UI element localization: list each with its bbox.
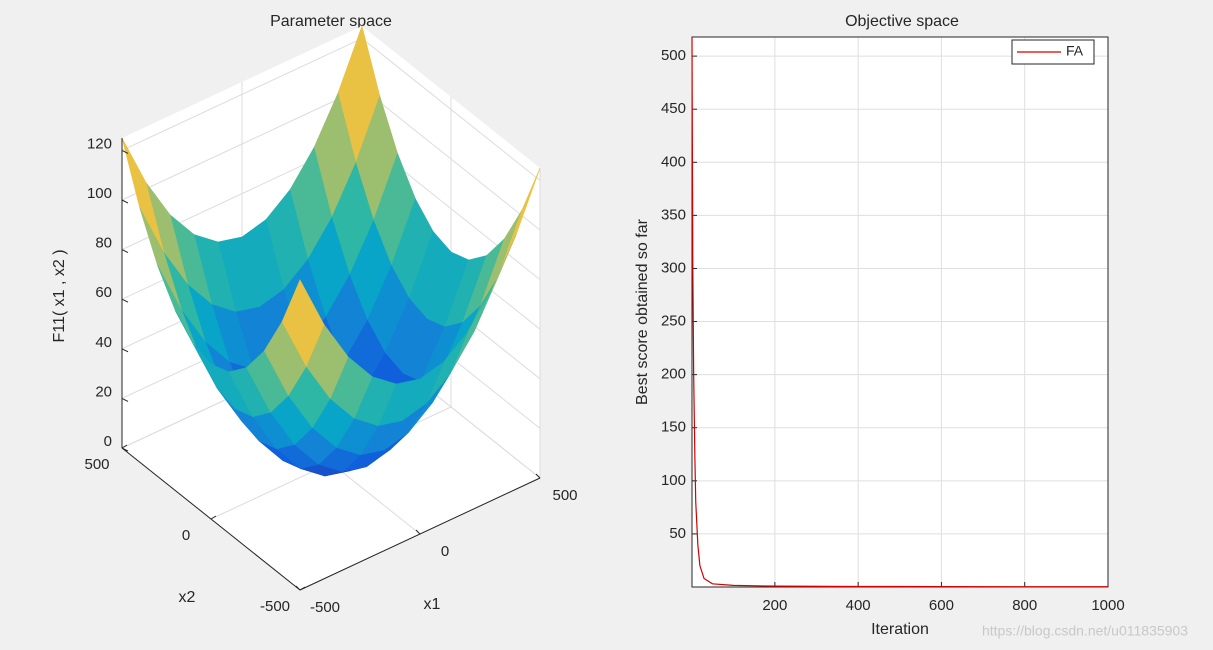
tick-mark	[121, 199, 129, 204]
tick-mark	[415, 529, 421, 535]
tick-mark	[121, 444, 128, 449]
y-axis-label: Best score obtained so far	[634, 218, 651, 405]
right-title: Objective space	[845, 13, 959, 30]
y-tick-label: 450	[661, 100, 686, 117]
x-tick-label: 200	[762, 597, 787, 614]
z-tick-label: 80	[95, 235, 112, 252]
y-tick-label: 150	[661, 419, 686, 436]
tick-mark	[121, 447, 129, 452]
y-tick-label: 250	[661, 313, 686, 330]
y-tick-label: 500	[661, 47, 686, 64]
x-tick-label: 400	[846, 597, 871, 614]
tick-mark	[121, 249, 129, 254]
tick-mark	[295, 585, 301, 591]
tick-mark	[121, 397, 129, 402]
z-tick-label: 100	[87, 185, 112, 202]
y-tick-label: 300	[661, 259, 686, 276]
surface-patch	[281, 279, 325, 367]
watermark: https://blog.csdn.net/u011835903	[982, 623, 1188, 639]
tick-mark	[121, 149, 129, 154]
x-tick-label: -500	[310, 599, 340, 616]
left-title: Parameter space	[270, 13, 392, 30]
y-tick-label: 50	[669, 525, 686, 542]
y-tick-label: 400	[661, 153, 686, 170]
x-tick-label: 600	[929, 597, 954, 614]
y-axis-label: x2	[179, 589, 196, 606]
tick-mark	[299, 586, 306, 591]
series-line	[691, 36, 1108, 588]
z-tick-label: 40	[95, 334, 112, 351]
x-tick-label: 0	[441, 543, 449, 560]
tick-mark	[210, 515, 217, 520]
tick-mark	[121, 348, 129, 353]
plot-area	[692, 37, 1108, 587]
y-tick-label: 500	[84, 456, 109, 473]
z-tick-label: 120	[87, 135, 112, 152]
z-tick-label: 60	[95, 284, 112, 301]
y-tick-label: 0	[182, 527, 190, 544]
tick-mark	[535, 473, 541, 479]
x-tick-label: 800	[1012, 597, 1037, 614]
z-axis-label: F11( x1 , x2 )	[51, 249, 68, 342]
y-tick-label: 350	[661, 206, 686, 223]
z-tick-label: 20	[95, 383, 112, 400]
x-axis-label: Iteration	[871, 621, 929, 638]
y-tick-label: -500	[260, 598, 290, 615]
z-tick-label: 0	[104, 433, 112, 450]
x-tick-label: 500	[552, 487, 577, 504]
legend-label: FA	[1066, 43, 1084, 59]
tick-mark	[121, 298, 129, 303]
x-axis-label: x1	[424, 596, 441, 613]
y-tick-label: 100	[661, 472, 686, 489]
x-tick-label: 1000	[1091, 597, 1124, 614]
y-tick-label: 200	[661, 366, 686, 383]
